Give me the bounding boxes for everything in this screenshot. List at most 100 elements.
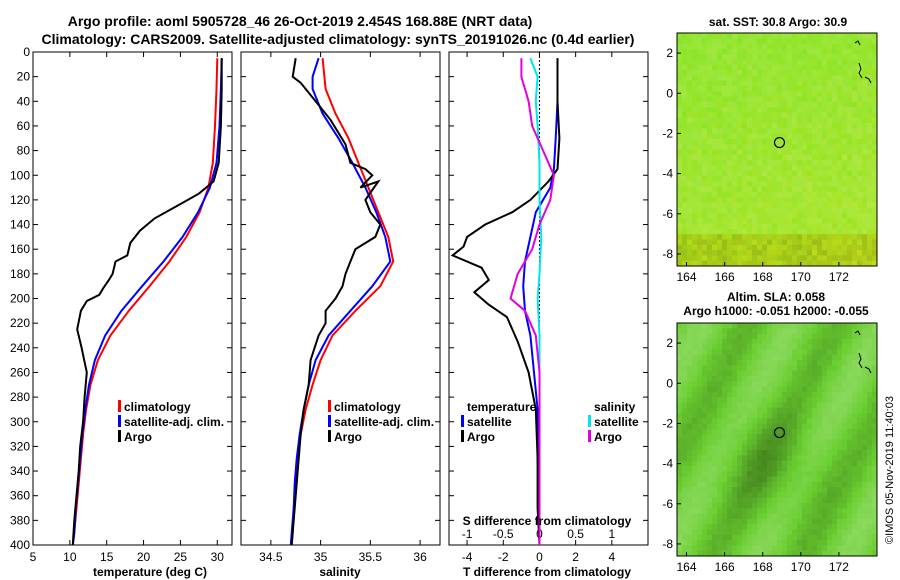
map-cell [692,213,698,219]
map-cell [727,112,733,119]
map-cell [747,455,753,462]
map-cell [802,54,808,60]
map-cell [852,497,858,504]
map-cell [682,123,688,129]
map-cell [792,59,798,66]
map-cell [732,38,738,45]
map-cell [842,33,848,39]
map-cell [807,323,813,329]
map-cell [852,323,858,329]
map-cell [817,144,823,150]
map-cell [717,197,723,203]
map-cell [767,213,773,219]
map-cell [847,107,853,113]
map-cell [742,123,748,129]
map-cell [842,354,848,361]
map-cell [752,354,758,361]
map-cell [732,503,738,509]
map-cell [837,85,843,92]
map-cell [802,107,808,113]
map-cell [727,540,733,546]
map-cell [712,413,718,419]
map-cell [707,413,713,419]
map-cell [847,508,853,515]
map-cell [787,149,793,156]
map-cell [837,202,843,209]
map-cell [852,154,858,161]
map-cell [762,434,768,440]
map-cell [692,428,698,435]
map-cell [767,70,773,76]
map-cell [752,144,758,150]
map-cell [767,85,773,92]
map-cell [832,497,838,504]
map-cell [782,207,788,214]
map-cell [707,202,713,209]
map-cell [792,234,798,241]
map-cell [867,518,873,525]
map-cell [832,413,838,419]
map-cell [802,213,808,219]
map-cell [732,354,738,361]
map-cell [857,407,863,414]
map-cell [722,191,728,198]
map-cell [697,413,703,419]
map-cell [752,418,758,425]
map-cell [742,260,748,267]
map-cell [762,550,768,557]
map-cell [862,101,868,108]
map-cell [682,333,688,340]
map-cell [697,471,703,478]
map-cell [677,228,683,235]
map-cell [717,545,723,552]
map-cell [767,413,773,419]
map-cell [792,413,798,419]
map-cell [787,354,793,361]
map-cell [857,534,863,541]
map-cell [792,418,798,425]
map-cell [762,370,768,377]
map-cell [677,497,683,504]
map-cell [797,360,803,366]
map-cell [702,465,708,472]
map-cell [702,518,708,525]
map-cell [702,344,708,350]
map-cell [782,133,788,140]
map-cell [742,112,748,119]
map-cell [867,59,873,66]
map-cell [682,239,688,246]
map-cell [847,244,853,251]
x-tick-label: 34.5 [259,550,283,564]
map-cell [722,338,728,345]
map-cell [712,545,718,552]
map-cell [742,375,748,382]
map-cell [697,123,703,129]
map-cell [677,123,683,129]
map-cell [722,33,728,39]
map-cell [782,234,788,241]
map-cell [802,43,808,50]
map-cell [767,444,773,451]
map-cell [802,529,808,536]
map-cell [847,370,853,377]
map-cell [677,70,683,76]
map-cell [822,323,828,329]
map-cell [707,128,713,135]
map-cell [807,434,813,440]
map-cell [742,43,748,50]
map-cell [762,154,768,161]
map-cell [862,96,868,103]
map-cell [767,529,773,536]
map-cell [852,75,858,82]
map-cell [787,513,793,520]
map-cell [782,439,788,446]
argo-position-marker [773,136,786,149]
map-cell [782,476,788,483]
map-cell [697,165,703,172]
map-cell [872,540,878,546]
map-cell [677,207,683,214]
map-cell [732,43,738,50]
map-cell [807,43,813,50]
map-cell [717,323,723,329]
map-cell [762,234,768,241]
